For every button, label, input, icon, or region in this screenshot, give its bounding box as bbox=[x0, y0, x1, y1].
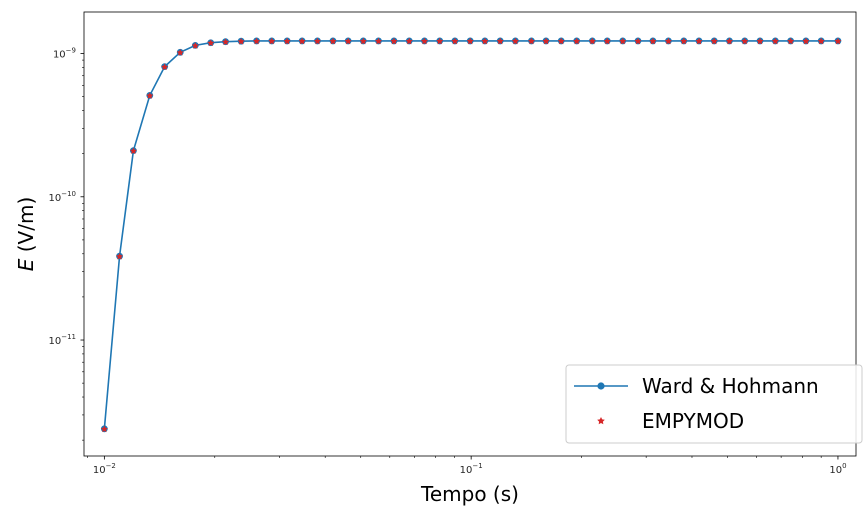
empymod-point bbox=[771, 37, 779, 45]
x-tick-base: 10 bbox=[460, 465, 473, 476]
empymod-point bbox=[496, 37, 504, 45]
empymod-point bbox=[695, 37, 703, 45]
empymod-point bbox=[298, 37, 306, 45]
empymod-point bbox=[710, 37, 718, 45]
y-tick-exponent: −10 bbox=[61, 190, 76, 198]
empymod-point bbox=[619, 37, 627, 45]
empymod-point bbox=[511, 37, 519, 45]
empymod-point bbox=[787, 37, 795, 45]
x-axis-label: Tempo (s) bbox=[420, 482, 519, 506]
empymod-point bbox=[390, 37, 398, 45]
empymod-point bbox=[665, 37, 672, 45]
empymod-point bbox=[146, 92, 154, 99]
empymod-point bbox=[237, 37, 245, 45]
y-axis-label-units: (V/m) bbox=[14, 197, 38, 259]
empymod-point bbox=[129, 147, 137, 154]
x-tick-exponent: −2 bbox=[106, 462, 116, 470]
legend-label-ward-hohmann: Ward & Hohmann bbox=[642, 374, 819, 398]
x-tick-label: 10−1 bbox=[460, 462, 483, 476]
y-tick-base: 10 bbox=[48, 336, 61, 347]
empymod-point bbox=[817, 37, 825, 45]
empymod-point bbox=[451, 37, 459, 45]
empymod-point bbox=[802, 37, 810, 45]
y-axis-label-symbol: E bbox=[14, 258, 38, 271]
empymod-point bbox=[314, 37, 321, 45]
legend-label-empymod: EMPYMOD bbox=[642, 409, 744, 433]
empymod-point bbox=[481, 37, 489, 45]
legend-star-marker bbox=[597, 417, 605, 425]
empymod-point bbox=[268, 37, 276, 45]
y-tick-label: 10−10 bbox=[48, 190, 76, 204]
empymod-point bbox=[222, 38, 229, 45]
legend: Ward & Hohmann EMPYMOD bbox=[565, 364, 863, 444]
x-tick-base: 10 bbox=[829, 465, 842, 476]
empymod-point bbox=[726, 37, 733, 45]
empymod-point bbox=[405, 37, 413, 45]
empymod-point bbox=[100, 425, 108, 433]
y-tick-exponent: −11 bbox=[61, 333, 76, 341]
empymod-point bbox=[344, 37, 352, 45]
empymod-point bbox=[528, 37, 535, 45]
empymod-point bbox=[557, 37, 565, 45]
legend-box bbox=[565, 364, 863, 444]
empymod-point bbox=[116, 252, 123, 260]
y-axis-label: E (V/m) bbox=[14, 197, 38, 272]
y-tick-base: 10 bbox=[48, 193, 61, 204]
empymod-point bbox=[191, 42, 199, 49]
empymod-point bbox=[176, 49, 184, 56]
data-layer bbox=[100, 37, 842, 433]
empymod-point bbox=[436, 37, 444, 45]
empymod-point bbox=[421, 37, 428, 45]
x-tick-base: 10 bbox=[93, 465, 106, 476]
y-tick-base: 10 bbox=[53, 50, 66, 61]
empymod-point bbox=[741, 37, 749, 45]
empymod-point bbox=[375, 37, 382, 45]
x-tick-exponent: 0 bbox=[842, 462, 846, 470]
empymod-point bbox=[329, 37, 337, 45]
empymod-point bbox=[207, 39, 215, 47]
empymod-point bbox=[588, 37, 596, 45]
x-tick-label: 10−2 bbox=[93, 462, 116, 476]
empymod-point bbox=[542, 37, 550, 45]
empymod-point bbox=[161, 63, 169, 70]
empymod-point bbox=[834, 37, 842, 45]
empymod-point bbox=[359, 37, 367, 45]
x-tick-exponent: −1 bbox=[472, 462, 482, 470]
empymod-point bbox=[634, 37, 642, 45]
empymod-point bbox=[283, 37, 291, 45]
y-tick-label: 10−11 bbox=[48, 333, 76, 347]
empymod-point bbox=[756, 37, 764, 45]
axes-frame bbox=[83, 11, 857, 457]
empymod-point bbox=[573, 37, 581, 45]
empymod-point bbox=[649, 37, 657, 45]
y-tick-label: 10−9 bbox=[53, 47, 76, 61]
legend-circle-marker bbox=[597, 382, 605, 390]
empymod-point bbox=[603, 37, 611, 45]
y-tick-exponent: −9 bbox=[66, 47, 76, 55]
x-tick-label: 100 bbox=[829, 462, 846, 476]
empymod-point bbox=[466, 37, 474, 45]
empymod-point bbox=[680, 37, 688, 45]
empymod-point bbox=[253, 37, 260, 45]
